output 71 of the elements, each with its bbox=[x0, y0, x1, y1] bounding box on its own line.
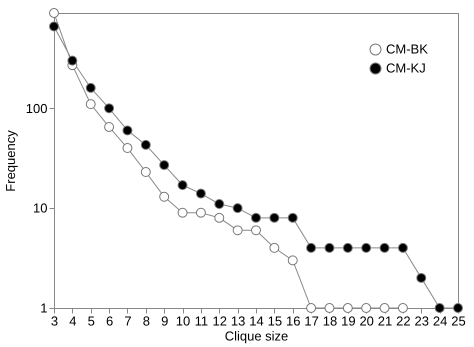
x-tick-label: 14 bbox=[249, 314, 264, 328]
point bbox=[49, 8, 59, 18]
y-axis-title: Frequency bbox=[2, 130, 18, 192]
point bbox=[159, 160, 170, 170]
legend-label: CM-BK bbox=[386, 42, 428, 56]
point bbox=[306, 242, 316, 253]
point bbox=[122, 143, 132, 153]
x-tick-label: 10 bbox=[176, 314, 190, 328]
x-tick-label: 21 bbox=[378, 314, 392, 328]
y-tick-label: 10 bbox=[33, 200, 48, 216]
point bbox=[140, 140, 151, 150]
x-tick-label: 5 bbox=[88, 314, 95, 328]
x-tick-label: 13 bbox=[230, 314, 246, 328]
point bbox=[159, 192, 170, 202]
point bbox=[67, 56, 78, 66]
x-tick-label: 19 bbox=[341, 314, 356, 328]
point bbox=[380, 242, 390, 253]
point bbox=[361, 242, 372, 253]
x-tick-label: 20 bbox=[359, 314, 374, 328]
point bbox=[86, 82, 96, 93]
point bbox=[251, 212, 261, 223]
x-tick-label: 12 bbox=[212, 314, 228, 328]
point bbox=[104, 122, 114, 132]
x-tick-label: 18 bbox=[322, 314, 338, 328]
x-axis-title: Clique size bbox=[224, 328, 288, 344]
x-tick-label: 25 bbox=[451, 314, 466, 328]
point bbox=[416, 272, 426, 283]
point bbox=[140, 167, 151, 177]
point bbox=[342, 242, 353, 253]
x-tick-label: 11 bbox=[194, 314, 208, 328]
point bbox=[380, 303, 390, 313]
point bbox=[269, 242, 280, 253]
point bbox=[269, 212, 280, 223]
point bbox=[178, 180, 188, 190]
x-tick-label: 3 bbox=[50, 314, 58, 328]
point bbox=[232, 225, 243, 236]
point bbox=[306, 303, 316, 313]
x-tick-label: 6 bbox=[106, 314, 114, 328]
point bbox=[104, 103, 114, 114]
y-tick-label: 100 bbox=[26, 100, 48, 116]
x-tick-label: 22 bbox=[396, 314, 411, 328]
point bbox=[288, 212, 298, 223]
point bbox=[196, 208, 206, 218]
x-tick-label: 8 bbox=[142, 314, 150, 328]
point bbox=[398, 303, 408, 313]
point bbox=[196, 188, 206, 199]
point bbox=[288, 255, 298, 266]
x-tick-label: 24 bbox=[432, 314, 448, 328]
point bbox=[86, 99, 96, 110]
y-tick-label: 1 bbox=[40, 300, 48, 316]
point bbox=[251, 225, 261, 236]
x-tick-label: 9 bbox=[161, 314, 168, 328]
point bbox=[214, 199, 224, 209]
point bbox=[342, 303, 353, 313]
x-tick-label: 15 bbox=[268, 314, 282, 328]
point bbox=[49, 21, 59, 32]
point bbox=[324, 242, 334, 253]
point bbox=[214, 212, 224, 223]
point bbox=[232, 203, 243, 214]
x-tick-label: 4 bbox=[69, 314, 76, 328]
point bbox=[178, 208, 188, 218]
legend-label: CM-KJ bbox=[386, 60, 426, 76]
point bbox=[324, 303, 334, 313]
x-tick-label: 7 bbox=[124, 314, 132, 328]
x-tick-label: 16 bbox=[286, 314, 300, 328]
x-tick-label: 23 bbox=[414, 314, 430, 328]
point bbox=[361, 303, 372, 313]
point bbox=[434, 303, 445, 313]
point bbox=[122, 125, 132, 136]
point bbox=[398, 242, 408, 253]
x-tick-label: 17 bbox=[304, 314, 319, 328]
